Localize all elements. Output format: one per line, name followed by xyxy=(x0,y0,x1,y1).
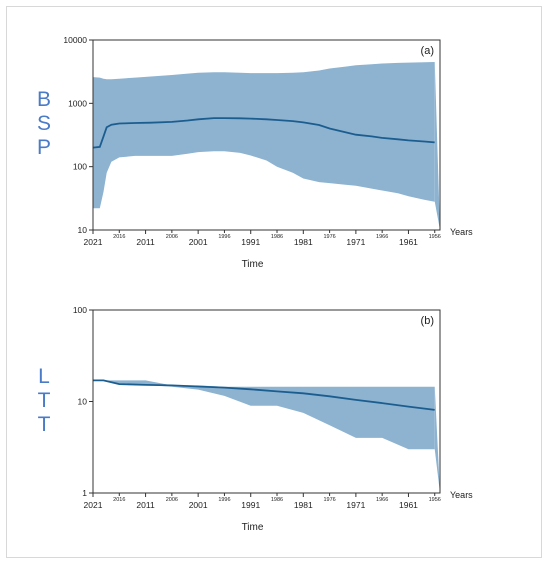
x-tick-label-minor: 1986 xyxy=(271,497,283,503)
x-axis-title: Time xyxy=(242,522,264,533)
y-axis-title-letter: S xyxy=(37,112,51,135)
x-tick-label-major: 1991 xyxy=(241,500,260,510)
chart-panel-ltt: 1 10 100 2021 2011 2001 1991 1981 1971 1961 2016 20… xyxy=(38,305,474,533)
x-tick-label-major: 2001 xyxy=(189,500,208,510)
y-tick-label: 10 xyxy=(78,397,88,407)
x-tick-label-major: 1991 xyxy=(241,237,260,247)
x-tick-label-major: 2021 xyxy=(84,500,103,510)
x-tick-label-minor: 2016 xyxy=(113,234,125,240)
x-tick-label-major: 1961 xyxy=(399,500,418,510)
y-axis-title-letter: B xyxy=(37,88,51,111)
x-tick-label-minor: 2006 xyxy=(166,234,178,240)
x-tick-label-major: 2011 xyxy=(136,500,155,510)
y-tick-label: 1000 xyxy=(68,98,87,108)
x-tick-label-minor: 1966 xyxy=(376,497,388,503)
x-tick-label-minor: 1956 xyxy=(429,234,441,240)
x-tick-label-major: 1971 xyxy=(346,500,365,510)
years-label: Years xyxy=(450,490,473,500)
plot-frame xyxy=(92,39,441,231)
x-tick-label-minor: 1996 xyxy=(218,497,230,503)
median-line xyxy=(93,379,435,411)
y-axis-title-letter: P xyxy=(37,136,51,159)
y-axis-title-letter: L xyxy=(38,365,50,388)
x-tick-label-major: 2011 xyxy=(136,237,155,247)
y-tick-label: 100 xyxy=(73,305,87,315)
confidence-band-tail xyxy=(434,386,440,493)
y-tick-label: 1 xyxy=(82,488,87,498)
x-tick-label-minor: 1966 xyxy=(376,234,388,240)
x-tick-label-major: 1961 xyxy=(399,237,418,247)
x-tick-label-minor: 2006 xyxy=(166,497,178,503)
confidence-band-tail xyxy=(434,61,440,230)
x-tick-label-major: 2021 xyxy=(84,237,103,247)
panel-label: (a) xyxy=(421,45,434,57)
x-tick-label-minor: 2016 xyxy=(113,497,125,503)
y-tick-label: 10000 xyxy=(63,35,87,45)
x-tick-label-minor: 1976 xyxy=(323,234,335,240)
x-tick-label-minor: 1986 xyxy=(271,234,283,240)
x-tick-label-major: 2001 xyxy=(189,237,208,247)
figure-frame xyxy=(6,6,542,558)
x-tick-label-major: 1971 xyxy=(346,237,365,247)
years-label: Years xyxy=(450,227,473,237)
chart-panel-bsp: 10 100 1000 10000 2021 2011 2001 1991 1981 1971 19… xyxy=(37,35,473,270)
median-line xyxy=(92,117,435,149)
y-tick-label: 10 xyxy=(78,225,88,235)
x-tick-label-minor: 1956 xyxy=(429,497,441,503)
x-tick-label-major: 1981 xyxy=(294,237,313,247)
x-tick-label-minor: 1976 xyxy=(323,497,335,503)
x-tick-label-minor: 1996 xyxy=(218,234,230,240)
x-axis-title: Time xyxy=(242,259,264,270)
x-tick-label-major: 1981 xyxy=(294,500,313,510)
y-tick-label: 100 xyxy=(73,162,87,172)
y-axis-title-letter: T xyxy=(38,389,51,412)
panel-label: (b) xyxy=(421,315,434,327)
confidence-band xyxy=(93,62,435,209)
confidence-band xyxy=(93,380,435,450)
y-axis-title-letter: T xyxy=(38,413,51,436)
